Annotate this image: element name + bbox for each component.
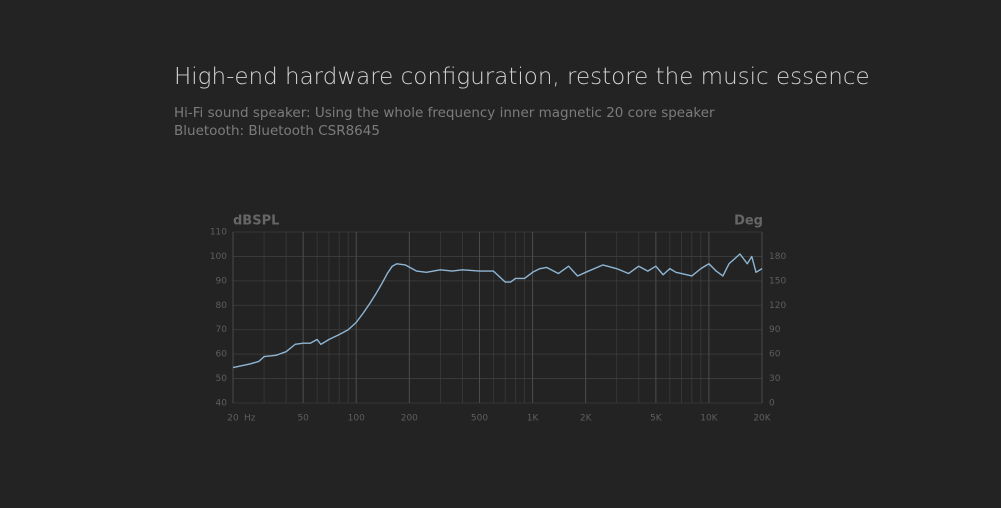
x-unit: Hz — [244, 414, 256, 424]
x-tick-label: 500 — [471, 414, 488, 424]
spec-line: Bluetooth: Bluetooth CSR8645 — [174, 123, 380, 139]
y-tick-label: 90 — [216, 276, 228, 286]
y2-axis-label: Deg — [734, 214, 763, 229]
y2-tick-label: 60 — [769, 350, 781, 360]
x-tick-label: 5K — [650, 414, 663, 424]
y-axis-label: dBSPL — [233, 214, 279, 229]
x-tick-label: 2K — [580, 414, 593, 424]
y2-tick-label: 120 — [769, 301, 786, 311]
y-tick-label: 40 — [216, 399, 228, 409]
y-tick-label: 100 — [210, 252, 227, 262]
response-line — [232, 253, 763, 369]
header: High-end hardware configuration, restore… — [174, 64, 870, 140]
x-tick-label: 50 — [297, 414, 309, 424]
x-tick-label: 200 — [401, 414, 418, 424]
x-tick-label: 20K — [753, 414, 771, 424]
y2-tick-label: 180 — [769, 252, 786, 262]
x-tick-label: 100 — [348, 414, 365, 424]
spec-line: Hi-Fi sound speaker: Using the whole fre… — [174, 105, 715, 121]
y-tick-label: 60 — [216, 350, 228, 360]
x-tick-label: 20 — [227, 414, 239, 424]
y-tick-label: 110 — [210, 228, 227, 238]
title: High-end hardware configuration, restore… — [174, 64, 870, 90]
y-tick-label: 50 — [216, 374, 228, 384]
x-tick-label: 10K — [700, 414, 718, 424]
y2-tick-label: 30 — [769, 374, 781, 384]
y2-tick-label: 0 — [769, 399, 775, 409]
y-tick-label: 80 — [216, 301, 228, 311]
y2-tick-label: 150 — [769, 276, 786, 286]
y-tick-label: 70 — [216, 325, 228, 335]
x-tick-label: 1K — [527, 414, 540, 424]
y2-tick-label: 90 — [769, 325, 781, 335]
